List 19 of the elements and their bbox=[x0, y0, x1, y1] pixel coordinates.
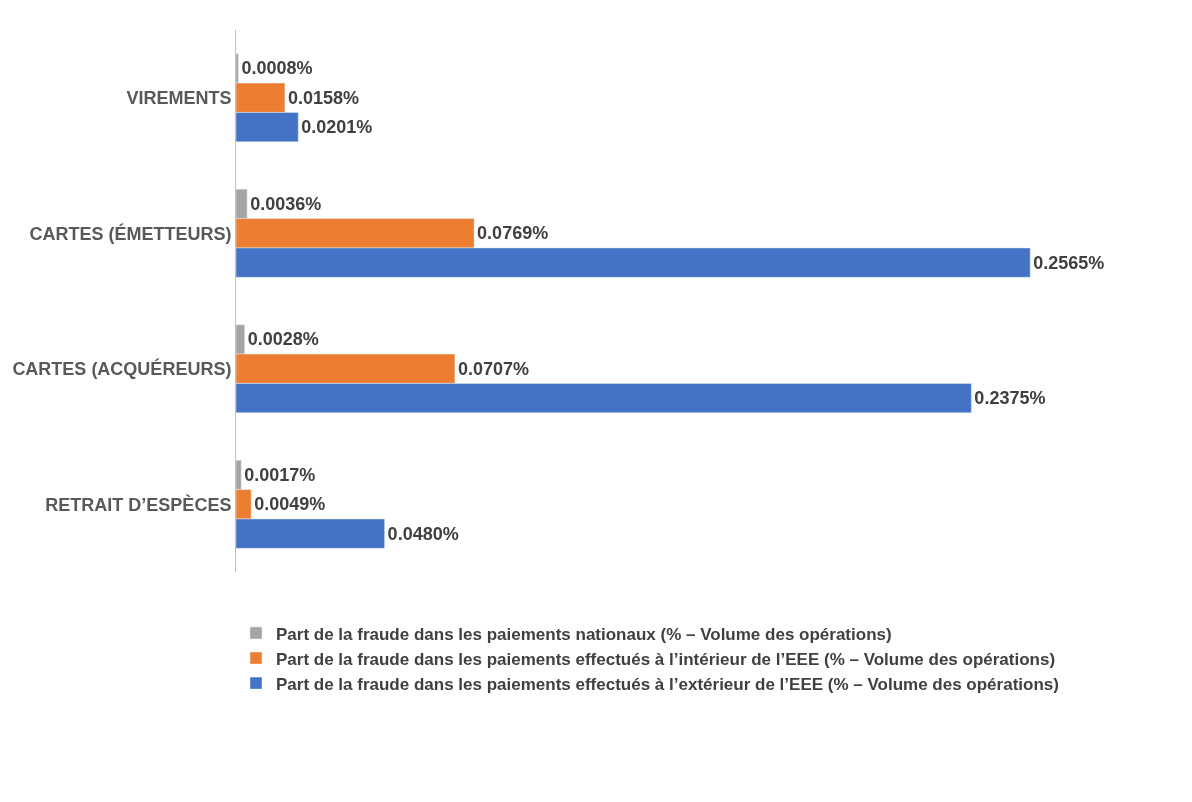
data-label: 0.0769% bbox=[477, 223, 549, 244]
y-tick-label: CARTES (ACQUÉREURS) bbox=[12, 358, 232, 380]
data-label: 0.0201% bbox=[301, 117, 373, 138]
data-label: 0.0480% bbox=[387, 523, 459, 544]
data-label: 0.2565% bbox=[1033, 252, 1105, 273]
data-label: 0.0008% bbox=[241, 58, 313, 79]
y-tick-label: CARTES (ÉMETTEURS) bbox=[29, 222, 232, 244]
data-label: 0.0017% bbox=[244, 464, 316, 485]
legend-label: Part de la fraude dans les paiements effectués à l’intérieur de l’EEE (% – Volume des opérations) bbox=[276, 649, 1056, 669]
data-label: 0.0028% bbox=[247, 329, 319, 350]
data-label: 0.2375% bbox=[974, 388, 1046, 409]
y-tick-label: VIREMENTS bbox=[126, 88, 232, 109]
data-label: 0.0707% bbox=[457, 358, 529, 379]
data-label: 0.0049% bbox=[254, 494, 326, 515]
legend-label: Part de la fraude dans les paiements nationaux (% – Volume des opérations) bbox=[276, 624, 892, 644]
y-tick-label: RETRAIT D’ESPÈCES bbox=[45, 493, 232, 515]
data-label: 0.0158% bbox=[287, 87, 359, 108]
data-label: 0.0036% bbox=[250, 193, 322, 214]
legend-label: Part de la fraude dans les paiements effectués à l’extérieur de l’EEE (% – Volume des opérations) bbox=[276, 674, 1059, 694]
